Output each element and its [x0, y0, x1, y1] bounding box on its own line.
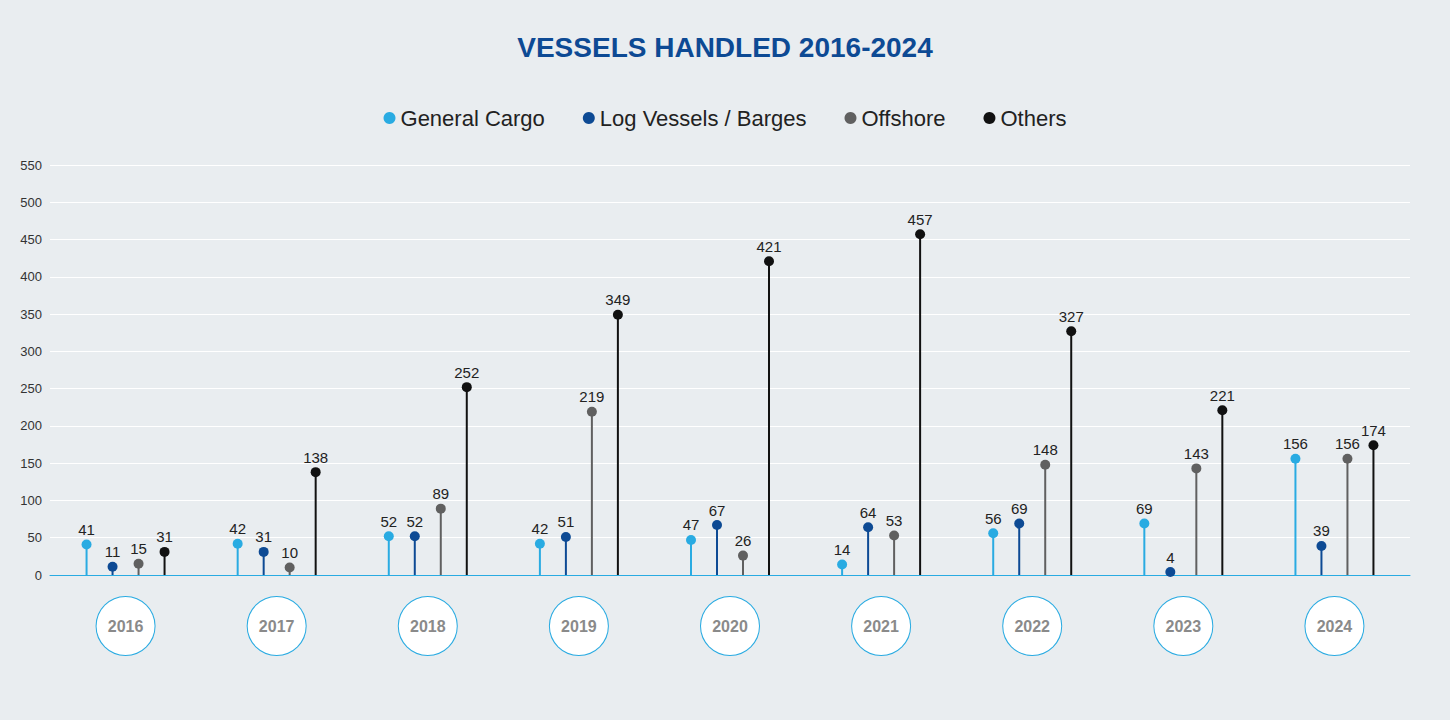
svg-text:42: 42	[229, 520, 246, 537]
svg-text:47: 47	[683, 516, 700, 533]
svg-text:10: 10	[281, 544, 298, 561]
svg-text:138: 138	[303, 449, 328, 466]
svg-text:56: 56	[985, 510, 1002, 527]
svg-text:2023: 2023	[1166, 618, 1202, 635]
svg-text:Others: Others	[1000, 106, 1066, 131]
svg-text:156: 156	[1335, 435, 1360, 452]
svg-text:31: 31	[156, 528, 173, 545]
svg-text:89: 89	[432, 485, 449, 502]
svg-text:327: 327	[1059, 308, 1084, 325]
svg-text:53: 53	[886, 512, 903, 529]
svg-text:148: 148	[1033, 441, 1058, 458]
svg-text:2016: 2016	[108, 618, 144, 635]
svg-text:2020: 2020	[712, 618, 748, 635]
svg-text:52: 52	[406, 513, 423, 530]
svg-text:0: 0	[35, 568, 42, 583]
svg-text:VESSELS HANDLED 2016-2024: VESSELS HANDLED 2016-2024	[517, 32, 933, 63]
svg-text:67: 67	[709, 502, 726, 519]
svg-text:2021: 2021	[863, 618, 899, 635]
svg-text:150: 150	[20, 456, 42, 471]
svg-text:500: 500	[20, 195, 42, 210]
svg-text:31: 31	[255, 528, 272, 545]
svg-text:64: 64	[860, 504, 877, 521]
svg-text:50: 50	[28, 530, 42, 545]
svg-text:219: 219	[579, 388, 604, 405]
svg-text:General Cargo: General Cargo	[401, 106, 545, 131]
svg-text:52: 52	[380, 513, 397, 530]
svg-text:550: 550	[20, 158, 42, 173]
svg-text:450: 450	[20, 232, 42, 247]
svg-text:14: 14	[834, 541, 851, 558]
svg-text:200: 200	[20, 418, 42, 433]
svg-text:350: 350	[20, 307, 42, 322]
svg-text:300: 300	[20, 344, 42, 359]
svg-text:2017: 2017	[259, 618, 295, 635]
svg-text:15: 15	[130, 540, 147, 557]
svg-text:349: 349	[605, 291, 630, 308]
svg-text:69: 69	[1011, 500, 1028, 517]
svg-text:Log Vessels / Barges: Log Vessels / Barges	[600, 106, 807, 131]
svg-text:41: 41	[78, 521, 95, 538]
svg-text:252: 252	[454, 364, 479, 381]
svg-text:100: 100	[20, 493, 42, 508]
svg-text:51: 51	[558, 513, 575, 530]
svg-text:2019: 2019	[561, 618, 597, 635]
svg-text:42: 42	[532, 520, 549, 537]
svg-text:26: 26	[735, 532, 752, 549]
svg-text:11: 11	[105, 543, 121, 560]
svg-text:4: 4	[1166, 549, 1174, 566]
svg-text:69: 69	[1136, 500, 1153, 517]
svg-text:39: 39	[1313, 522, 1330, 539]
svg-text:2024: 2024	[1317, 618, 1353, 635]
svg-text:221: 221	[1210, 387, 1235, 404]
svg-text:156: 156	[1283, 435, 1308, 452]
svg-text:400: 400	[20, 269, 42, 284]
svg-text:457: 457	[908, 211, 933, 228]
svg-text:2018: 2018	[410, 618, 446, 635]
svg-text:2022: 2022	[1014, 618, 1050, 635]
svg-text:143: 143	[1184, 445, 1209, 462]
svg-text:250: 250	[20, 381, 42, 396]
svg-text:174: 174	[1361, 422, 1386, 439]
svg-text:Offshore: Offshore	[861, 106, 945, 131]
svg-text:421: 421	[756, 238, 781, 255]
